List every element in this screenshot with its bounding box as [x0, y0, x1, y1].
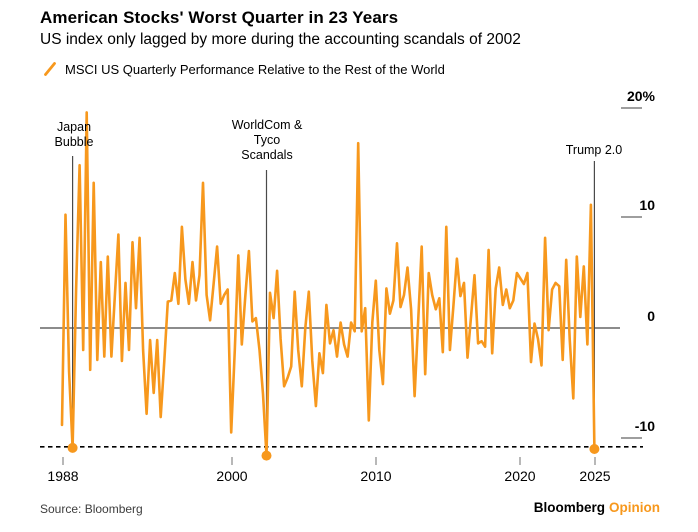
x-axis-label-2025: 2025 — [579, 468, 611, 484]
page-title: American Stocks' Worst Quarter in 23 Yea… — [40, 8, 399, 27]
marker-dot-trump-2-0 — [589, 444, 600, 454]
brand-bloomberg: Bloomberg — [533, 500, 605, 515]
source-note: Source: Bloomberg — [40, 502, 143, 516]
y-axis-label-20: 20% — [626, 88, 655, 104]
y-axis-label-10: 10 — [639, 197, 655, 213]
annotation-label-worldcom-tyco: WorldCom & Tyco Scandals — [231, 118, 303, 162]
y-axis-label-0: 0 — [647, 308, 655, 324]
brand-opinion: Opinion — [609, 500, 660, 515]
page-subtitle: US index only lagged by more during the … — [40, 31, 521, 48]
x-axis-label-2010: 2010 — [360, 468, 392, 484]
performance-line — [60, 111, 596, 457]
y-axis-label-neg10: -10 — [634, 418, 655, 434]
legend: MSCI US Quarterly Performance Relative t… — [43, 61, 445, 77]
brand-logo: Bloomberg Opinion — [398, 500, 660, 515]
marker-dot-japan-bubble — [67, 442, 78, 453]
annotation-label-trump-2-0: Trump 2.0 — [565, 143, 623, 157]
x-axis-label-2000: 2000 — [216, 468, 248, 484]
legend-label: MSCI US Quarterly Performance Relative t… — [65, 61, 445, 77]
marker-dot-worldcom-tyco — [261, 450, 272, 461]
x-axis-label-1988: 1988 — [47, 468, 79, 484]
x-axis-label-2020: 2020 — [504, 468, 536, 484]
annotation-label-japan-bubble: Japan Bubble — [54, 120, 94, 149]
legend-slash-icon — [44, 62, 56, 76]
